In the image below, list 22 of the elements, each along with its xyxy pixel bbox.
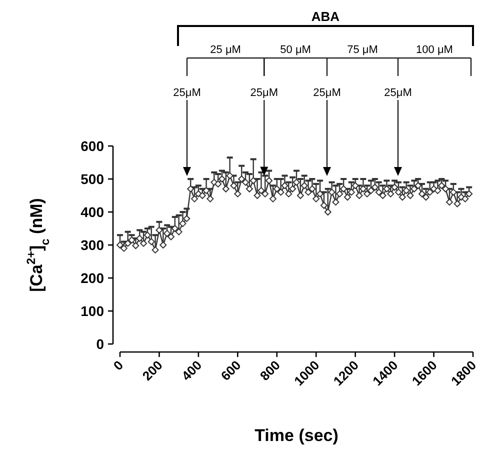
- x-tick-label: 400: [178, 358, 205, 384]
- y-tick-label: 0: [96, 336, 104, 352]
- y-tick-label: 300: [80, 236, 104, 253]
- text: 25μM: [313, 87, 341, 99]
- text: 25μM: [173, 87, 201, 99]
- text: 50 μM: [280, 44, 311, 56]
- x-tick-label: 800: [257, 358, 284, 384]
- text: 25μM: [384, 87, 412, 99]
- x-tick-label: 600: [218, 358, 244, 384]
- y-tick-label: 100: [80, 302, 104, 319]
- x-tick-label: 0: [110, 358, 126, 374]
- text: 75 μM: [347, 44, 378, 56]
- x-axis-title: Time (sec): [254, 426, 338, 445]
- annotation: 25μM: [250, 87, 278, 99]
- text: 25 μM: [210, 44, 241, 56]
- y-tick-label: 600: [80, 138, 104, 154]
- y-tick-label: 500: [80, 170, 104, 187]
- y-tick-label: 400: [80, 204, 104, 220]
- y-tick-label: 200: [80, 270, 104, 286]
- text: ABA: [311, 9, 340, 24]
- x-tick-label: 200: [139, 358, 166, 384]
- text: 100 μM: [416, 44, 453, 56]
